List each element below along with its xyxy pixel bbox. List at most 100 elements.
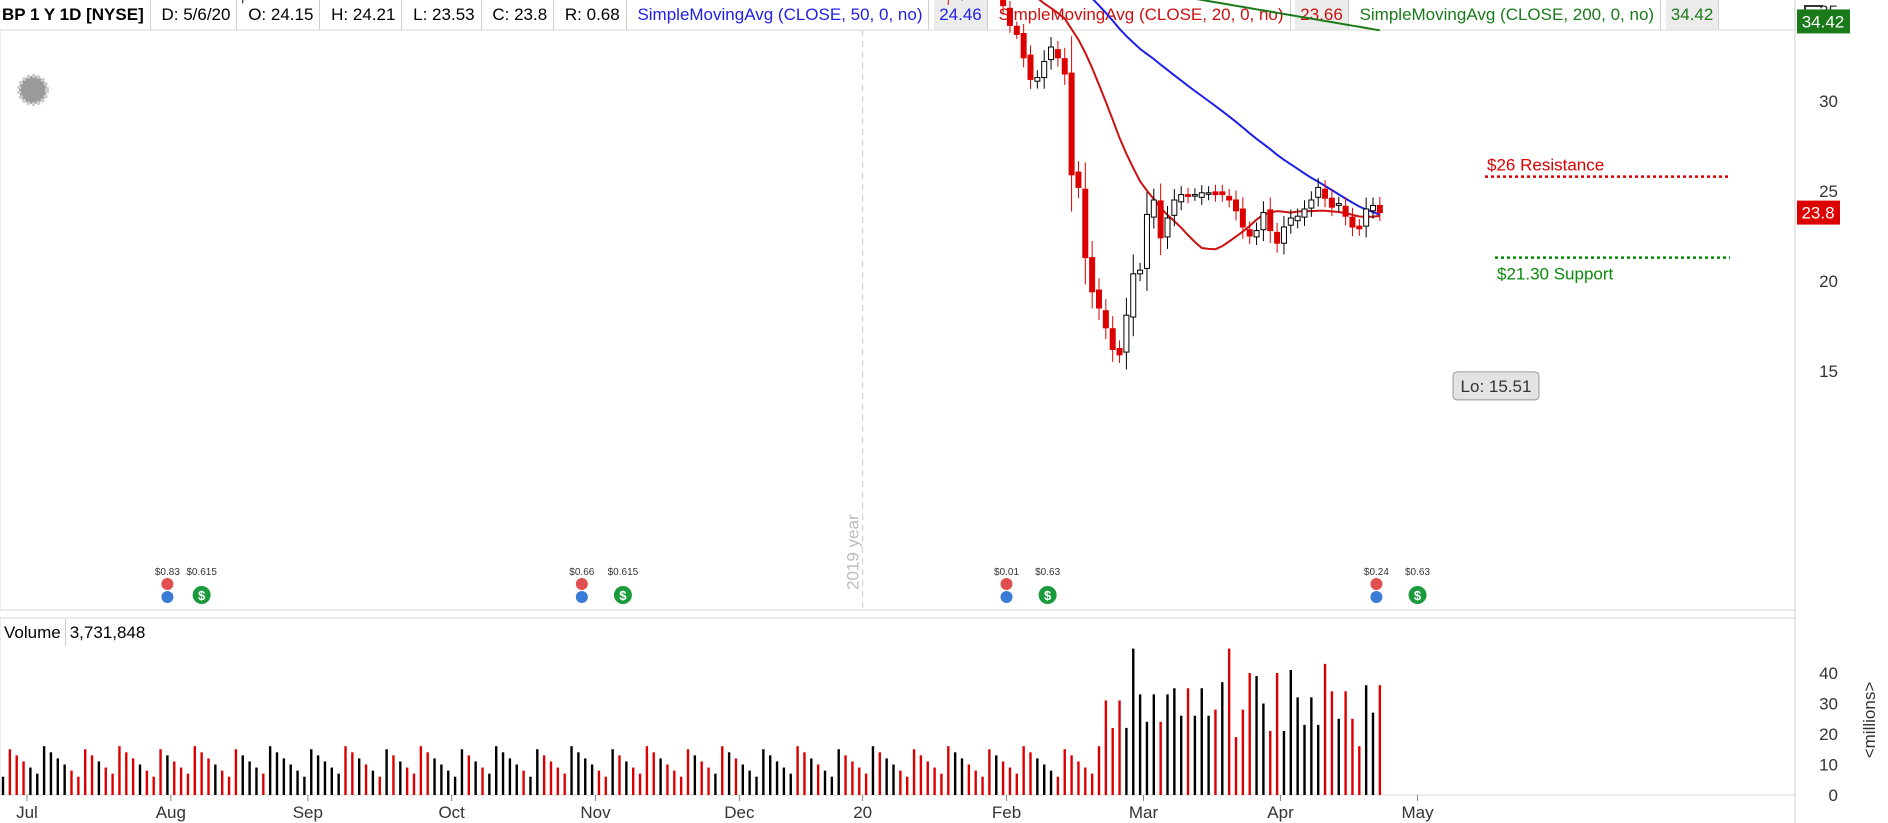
volume-bar — [501, 752, 505, 795]
volume-bar — [871, 746, 875, 795]
volume-bar — [1173, 688, 1176, 795]
volume-bar — [789, 773, 792, 795]
candle-body — [1171, 199, 1178, 216]
volume-bar — [632, 767, 635, 795]
candle-body — [1356, 225, 1363, 230]
volume-bar — [221, 770, 224, 795]
volume-bar — [1371, 712, 1375, 795]
volume-header: Volume 3,731,848 — [0, 619, 149, 646]
volume-bar — [1269, 730, 1272, 795]
volume-bar — [378, 776, 381, 795]
volume-bar — [1145, 721, 1149, 795]
volume-bar — [214, 764, 217, 795]
volume-bar — [90, 755, 94, 795]
volume-bar — [919, 755, 923, 795]
volume-bar — [508, 758, 512, 795]
price-tick-label: 30 — [1819, 92, 1838, 111]
volume-bar — [1070, 755, 1073, 795]
volume-bar — [960, 758, 964, 795]
volume-bar — [248, 761, 251, 795]
volume-bar — [118, 746, 121, 795]
candle-body — [1287, 217, 1294, 226]
symbol-label[interactable]: BP 1 Y 1D [NYSE] — [0, 0, 151, 30]
volume-bar — [111, 773, 114, 795]
volume-unit-label: <millions> — [1860, 682, 1879, 759]
volume-bar — [227, 776, 231, 795]
candle-body — [1041, 60, 1048, 79]
volume-bar — [611, 749, 614, 795]
volume-bar — [29, 767, 32, 795]
high-value: H: 24.21 — [325, 0, 403, 30]
candle-body — [1164, 217, 1171, 238]
volume-bar — [1241, 709, 1245, 795]
volume-bar — [419, 746, 423, 795]
x-tick-label: Oct — [438, 803, 465, 822]
volume-bar — [940, 773, 943, 795]
volume-label[interactable]: Volume — [4, 623, 61, 642]
candle-body — [1219, 191, 1226, 196]
dividend-symbol: $ — [1414, 588, 1422, 603]
candle-body — [1178, 194, 1185, 203]
candle-body — [1260, 212, 1267, 231]
volume-bar — [1186, 688, 1190, 795]
volume-bar — [426, 752, 429, 795]
volume-bar — [488, 773, 491, 795]
volume-bar — [1296, 697, 1299, 795]
volume-bar — [878, 752, 881, 795]
volume-tick-label: 0 — [1829, 786, 1838, 805]
volume-bar — [179, 767, 183, 795]
volume-bar — [1214, 709, 1217, 795]
volume-bar — [1275, 673, 1279, 795]
volume-bar — [858, 767, 861, 795]
volume-bar — [399, 761, 402, 795]
sma50-label[interactable]: SimpleMovingAvg (CLOSE, 50, 0, no) — [631, 0, 930, 30]
volume-bar — [1289, 669, 1292, 795]
candle-body — [1068, 72, 1075, 176]
volume-bar — [316, 755, 320, 795]
volume-bar — [1118, 700, 1121, 795]
volume-bar — [433, 758, 436, 795]
candle-body — [1301, 208, 1308, 218]
volume-bar — [385, 749, 388, 795]
candle-body — [1143, 213, 1150, 269]
volume-tick-label: 40 — [1819, 664, 1838, 683]
volume-bar — [474, 761, 477, 795]
volume-bar — [330, 767, 333, 795]
low-callout-label: Lo: 15.51 — [1461, 377, 1532, 396]
volume-bar — [673, 770, 676, 795]
volume-bar — [762, 749, 765, 795]
volume-bar — [1097, 746, 1101, 795]
earnings-icon — [161, 578, 174, 590]
dividend-amount-label: $0.63 — [1035, 567, 1060, 578]
info-icon — [1000, 591, 1013, 603]
volume-bar — [1138, 694, 1142, 795]
candle-body — [1205, 192, 1212, 195]
x-tick-label: Mar — [1129, 803, 1159, 822]
sma50-value: 24.46 — [934, 0, 988, 30]
volume-bar — [1036, 758, 1039, 795]
dividend-amount-label: $0.63 — [1405, 567, 1430, 578]
candle-body — [1013, 25, 1020, 35]
sma200-label[interactable]: SimpleMovingAvg (CLOSE, 200, 0, no) — [1354, 0, 1662, 30]
candle-body — [1246, 229, 1253, 237]
volume-bar — [282, 758, 286, 795]
candle-body — [1157, 200, 1164, 239]
volume-bar — [63, 764, 66, 795]
sma200-price-tag — [1797, 9, 1850, 34]
volume-bar — [590, 764, 594, 795]
volume-bar — [1077, 761, 1080, 795]
volume-tick-label: 30 — [1819, 695, 1838, 714]
volume-bar — [775, 761, 779, 795]
volume-bar — [84, 749, 87, 795]
earnings-amount-label: $0.83 — [155, 567, 180, 578]
volume-bar — [1330, 691, 1334, 795]
volume-bar — [15, 755, 18, 795]
volume-bar — [830, 776, 834, 795]
volume-bar — [193, 746, 196, 795]
candle-body — [1335, 203, 1342, 206]
candle-body — [1267, 209, 1274, 232]
volume-bar — [186, 773, 190, 795]
candle-body — [1363, 208, 1370, 227]
volume-bar — [289, 764, 292, 795]
